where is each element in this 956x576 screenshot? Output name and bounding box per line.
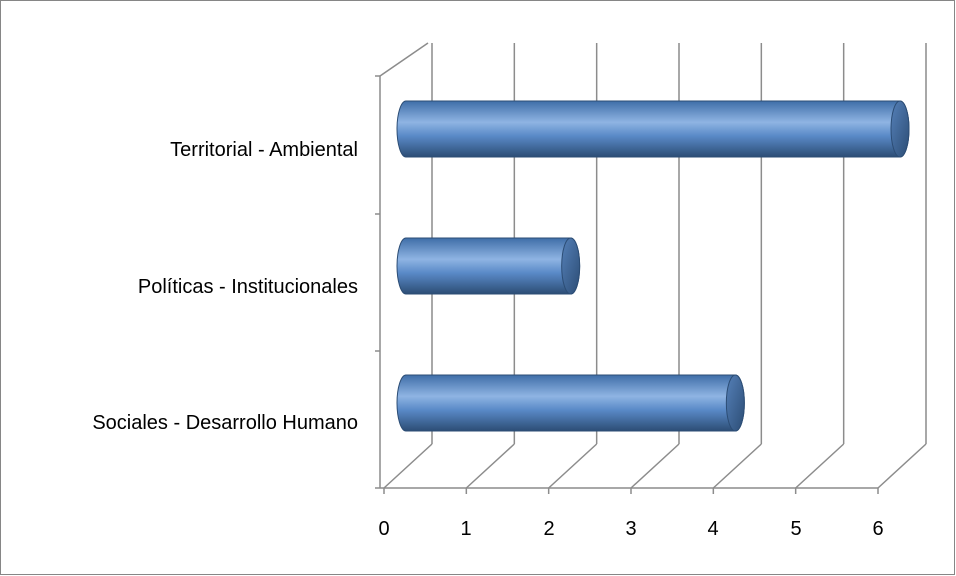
- category-label-politicas: Políticas - Institucionales: [138, 276, 358, 298]
- floor-gridline-2: [548, 443, 598, 489]
- bar-territorial-cap: [890, 100, 910, 158]
- floor-gridline-3: [630, 443, 680, 489]
- bar-politicas: [396, 237, 581, 295]
- x-tick-label-1: 1: [460, 518, 471, 540]
- bar-politicas-cap: [561, 237, 581, 295]
- x-tick-label-4: 4: [707, 518, 718, 540]
- category-label-sociales: Sociales - Desarrollo Humano: [92, 412, 358, 434]
- bar-sociales: [396, 374, 745, 432]
- label-layer: Territorial - Ambiental Políticas - Inst…: [92, 139, 883, 540]
- floor-gridline-6: [877, 443, 927, 489]
- bar-territorial: [396, 100, 910, 158]
- x-tick-label-0: 0: [378, 518, 389, 540]
- side-wall-top-edge: [379, 42, 429, 77]
- category-label-territorial: Territorial - Ambiental: [170, 139, 358, 161]
- floor-gridline-0: [383, 443, 433, 489]
- floor-gridline-5: [795, 443, 845, 489]
- x-tick-label-2: 2: [543, 518, 554, 540]
- x-tick-label-5: 5: [790, 518, 801, 540]
- x-tick-label-6: 6: [872, 518, 883, 540]
- bar-sociales-cap: [725, 374, 745, 432]
- x-tick-label-3: 3: [625, 518, 636, 540]
- bar-layer: [396, 100, 910, 432]
- floor-gridline-4: [712, 443, 762, 489]
- floor-gridline-1: [465, 443, 515, 489]
